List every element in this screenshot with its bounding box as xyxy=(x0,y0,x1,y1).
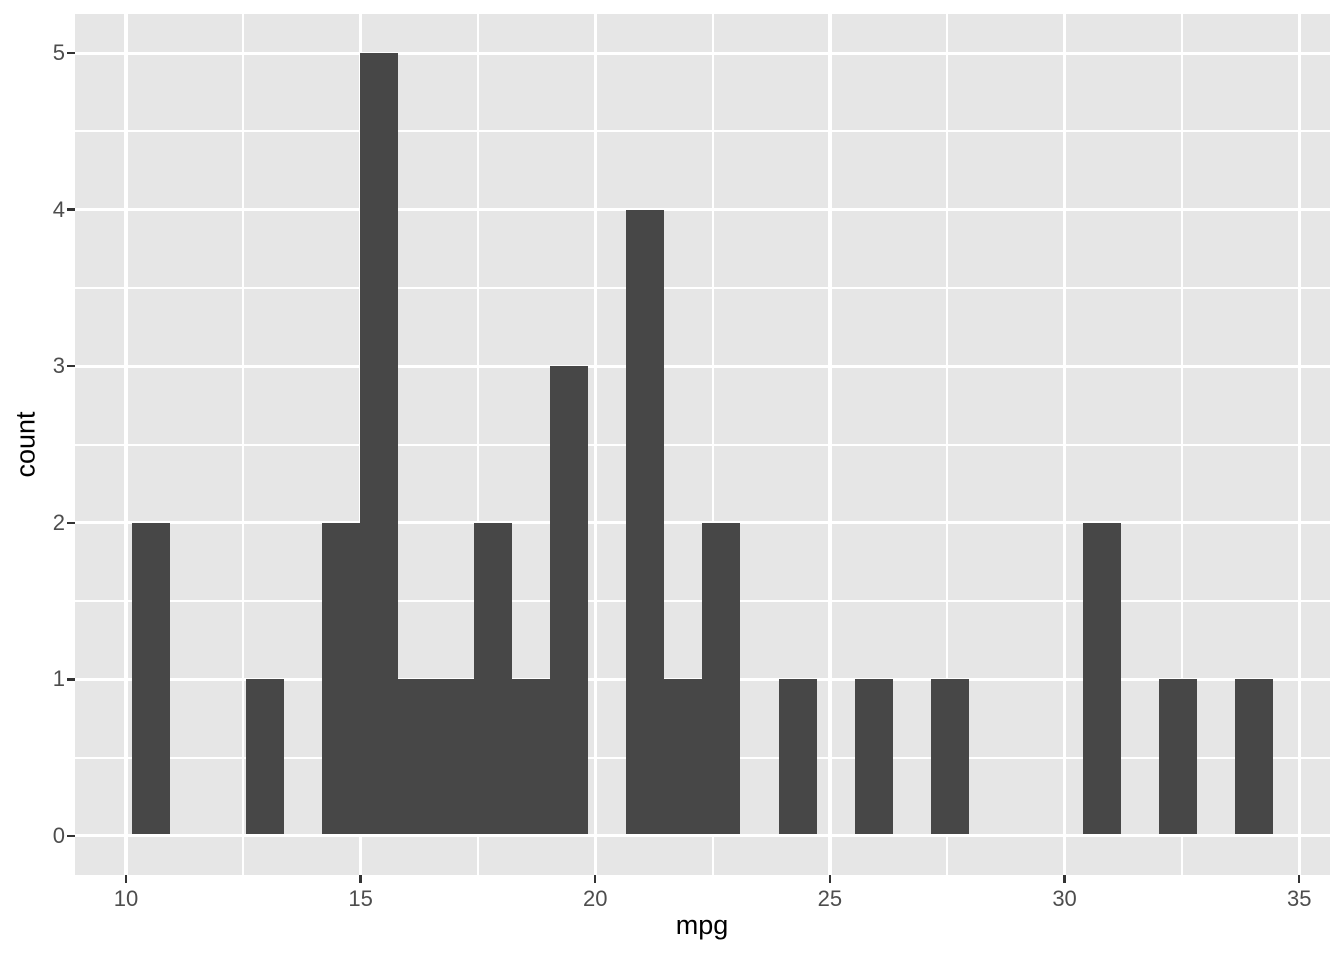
histogram-bar xyxy=(436,679,475,835)
histogram-bar xyxy=(626,209,665,835)
gridline-x-major xyxy=(593,14,597,875)
gridline-y-major xyxy=(75,208,1330,212)
y-tick-label: 4 xyxy=(52,196,65,222)
x-tick-label: 25 xyxy=(817,886,843,911)
x-tick-mark xyxy=(124,875,128,883)
y-tick-mark xyxy=(67,51,75,55)
histogram-bar xyxy=(702,522,741,835)
x-tick-mark xyxy=(1298,875,1301,883)
x-tick-label: 30 xyxy=(1052,886,1077,911)
histogram-bar xyxy=(398,679,437,835)
histogram-bar xyxy=(512,679,551,835)
x-tick-mark xyxy=(1063,875,1066,883)
y-tick-label: 1 xyxy=(52,666,65,692)
histogram-bar xyxy=(854,679,893,835)
x-tick-label: 10 xyxy=(113,886,139,911)
histogram-bar xyxy=(246,679,285,835)
gridline-x-major xyxy=(1297,14,1301,875)
gridline-y-minor xyxy=(75,130,1330,133)
y-tick-label: 0 xyxy=(52,822,65,848)
y-tick-mark xyxy=(67,208,75,211)
histogram-bar xyxy=(1158,679,1197,835)
y-tick-mark xyxy=(67,365,75,368)
histogram-bar xyxy=(930,679,969,835)
gridline-x-major xyxy=(124,14,128,875)
x-tick-mark xyxy=(594,875,597,883)
y-tick-mark xyxy=(67,834,75,838)
plot-panel xyxy=(75,14,1330,875)
histogram-bar xyxy=(1234,679,1273,835)
gridline-y-major xyxy=(75,364,1330,368)
gridline-x-major xyxy=(1062,14,1067,875)
y-tick-label: 5 xyxy=(52,40,65,66)
y-tick-label: 2 xyxy=(52,509,65,535)
x-tick-mark xyxy=(828,875,832,883)
x-tick-mark xyxy=(359,875,362,883)
histogram-bar xyxy=(664,679,703,835)
y-tick-mark xyxy=(67,521,75,524)
histogram-bar xyxy=(132,522,171,835)
histogram-bar xyxy=(322,522,361,835)
histogram-bar xyxy=(778,679,817,835)
x-tick-label: 20 xyxy=(583,886,608,911)
histogram-bar xyxy=(550,366,589,835)
gridline-y-minor xyxy=(75,443,1330,446)
gridline-y-minor xyxy=(75,286,1330,289)
x-tick-label: 15 xyxy=(348,886,373,911)
histogram-bar xyxy=(360,53,399,835)
y-tick-label: 3 xyxy=(52,353,65,379)
x-tick-label: 35 xyxy=(1286,886,1312,911)
histogram-bar xyxy=(1082,522,1121,835)
y-tick-mark xyxy=(67,678,75,681)
gridline-y-major xyxy=(75,834,1330,838)
histogram-bar xyxy=(474,522,513,835)
x-axis-title: mpg xyxy=(675,910,729,940)
gridline-x-major xyxy=(828,14,832,875)
gridline-y-major xyxy=(75,51,1330,55)
